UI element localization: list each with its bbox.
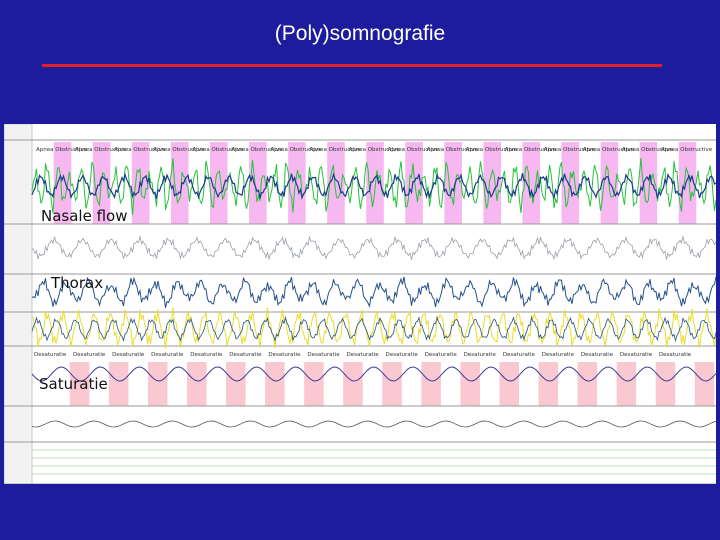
apnea-event-band	[678, 142, 697, 224]
apnea-annotation: Apnea Obstructive	[466, 147, 518, 153]
desat-event-band	[382, 362, 402, 406]
desat-event-band	[538, 362, 559, 406]
desat-event-band	[304, 362, 324, 406]
nasal-flow-green-trace	[31, 158, 716, 215]
desat-annotation: Desaturatie	[307, 352, 340, 358]
desat-annotation: Desaturatie	[425, 352, 458, 358]
apnea-annotation: Apnea Obstructive	[388, 147, 440, 153]
desat-annotation: Desaturatie	[620, 352, 653, 358]
label-saturatie: Saturatie	[39, 375, 108, 393]
desat-annotation: Desaturatie	[581, 352, 614, 358]
apnea-annotation: Apnea Obstructive	[427, 147, 479, 153]
apnea-annotation: Apnea Obstructive	[348, 147, 400, 153]
desat-annotation: Desaturatie	[464, 352, 497, 358]
apnea-event-band	[210, 142, 228, 224]
apnea-event-band	[288, 142, 306, 224]
desat-annotation: Desaturatie	[268, 352, 301, 358]
desat-annotation: Desaturatie	[34, 352, 67, 358]
desat-event-band	[694, 362, 715, 406]
apnea-annotation: Apnea Obstructive	[75, 147, 127, 153]
desat-event-band	[265, 362, 285, 406]
abdomen-blue-trace	[31, 316, 716, 343]
desat-event-band	[616, 362, 637, 406]
apnea-annotation: Apnea Obstructive	[622, 147, 674, 153]
desat-annotation: Desaturatie	[190, 352, 223, 358]
pulse-trace	[31, 420, 716, 428]
label-nasale-flow: Nasale flow	[41, 207, 128, 225]
apnea-event-band	[249, 142, 267, 224]
desat-event-band	[147, 362, 168, 406]
axis-strip	[4, 124, 33, 484]
desat-annotation: Desaturatie	[503, 352, 536, 358]
apnea-annotation: Apnea Obstructive	[505, 147, 557, 153]
apnea-annotation: Apnea Obstructive	[270, 147, 322, 153]
apnea-event-band	[561, 142, 580, 224]
apnea-annotation: Apnea Obstructive	[309, 147, 361, 153]
desat-annotation: Desaturatie	[151, 352, 184, 358]
desat-annotation: Desaturatie	[73, 352, 106, 358]
nasal-flow-blue-trace	[31, 171, 716, 201]
apnea-annotation: Apnea Obstructive	[231, 147, 283, 153]
apnea-event-band	[366, 142, 384, 224]
apnea-event-band	[444, 142, 462, 224]
desat-annotation: Desaturatie	[346, 352, 379, 358]
label-thorax: Thorax	[51, 274, 104, 292]
apnea-annotation: Apnea Obstructive	[583, 147, 635, 153]
apnea-annotation: Apnea Obstructive	[661, 147, 713, 153]
apnea-annotation: Apnea Obstructive	[192, 147, 244, 153]
desat-event-band	[499, 362, 519, 406]
desat-event-band	[226, 362, 246, 406]
desat-event-band	[343, 362, 363, 406]
thorax-gray-trace	[31, 235, 716, 261]
desat-event-band	[655, 362, 676, 406]
desat-event-band	[460, 362, 480, 406]
title-underline	[42, 64, 662, 67]
apnea-event-band	[639, 142, 658, 224]
apnea-event-band	[53, 142, 72, 224]
apnea-event-band	[522, 142, 541, 224]
desat-event-band	[577, 362, 598, 406]
psg-screenshot: Apnea Obstructive Apnea Obstructive Apnea …	[4, 124, 716, 484]
desat-event-band	[108, 362, 129, 406]
apnea-annotation: Apnea Obstructive	[544, 147, 596, 153]
desat-event-band	[69, 362, 90, 406]
spo2-trace	[31, 366, 716, 382]
desat-annotation: Desaturatie	[659, 352, 692, 358]
desat-annotation: Desaturatie	[229, 352, 262, 358]
apnea-annotation: Apnea Obstructive	[114, 147, 166, 153]
apnea-event-band	[327, 142, 345, 224]
desat-annotation: Desaturatie	[542, 352, 575, 358]
apnea-event-band	[483, 142, 501, 224]
desat-event-band	[421, 362, 441, 406]
respiratory-trace	[31, 276, 716, 308]
desat-event-band	[186, 362, 207, 406]
apnea-event-band	[405, 142, 423, 224]
apnea-annotation: Apnea Obstructive	[36, 147, 88, 153]
apnea-event-band	[170, 142, 189, 224]
slide-title: (Poly)somnografie	[274, 22, 446, 45]
desat-annotation: Desaturatie	[386, 352, 419, 358]
apnea-annotation: Apnea Obstructive	[153, 147, 205, 153]
desat-annotation: Desaturatie	[112, 352, 145, 358]
